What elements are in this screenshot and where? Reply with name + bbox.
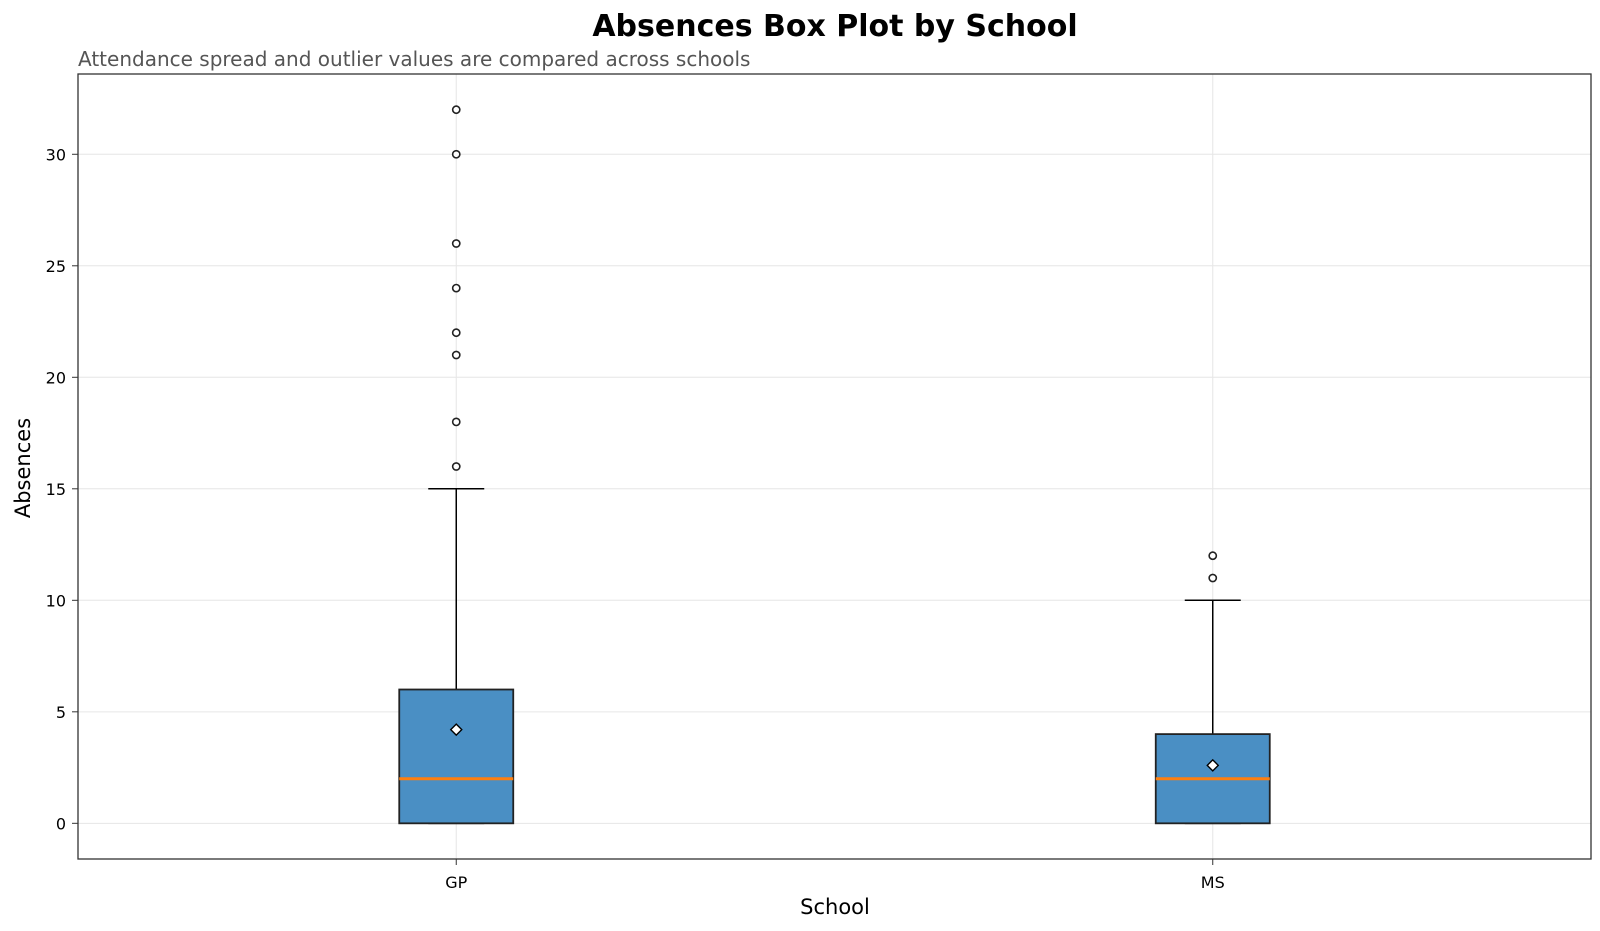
plot-frame: [77, 73, 1592, 860]
outlier-point: [451, 462, 461, 471]
outlier-point: [451, 417, 461, 427]
outlier-point: [451, 283, 461, 293]
y-tick-label: 0: [56, 814, 66, 833]
y-tick-label: 30: [46, 145, 66, 164]
y-axis-label: Absences: [11, 418, 35, 518]
mean-marker: [449, 723, 463, 737]
outlier-point: [451, 328, 461, 338]
x-tick-label: GP: [445, 873, 467, 892]
x-axis-label: School: [800, 895, 870, 919]
outlier-point: [1208, 573, 1218, 583]
y-tick-label: 5: [56, 703, 66, 722]
grid: [78, 74, 1591, 859]
chart-title: Absences Box Plot by School: [592, 9, 1077, 44]
y-tick-label: 10: [46, 591, 66, 610]
outlier-point: [1208, 551, 1218, 561]
y-tick-label: 25: [46, 257, 66, 276]
iqr-box: [398, 688, 515, 825]
outlier-point: [451, 239, 461, 248]
y-tick-label: 20: [46, 368, 66, 387]
boxes: [398, 105, 1271, 825]
outlier-point: [451, 350, 461, 360]
ticks: 0 5 10 15 20 25 30 GP MS: [46, 145, 1225, 892]
y-tick-label: 15: [46, 480, 66, 499]
outlier-point: [451, 105, 461, 115]
mean-marker: [1206, 758, 1220, 772]
chart-subtitle: Attendance spread and outlier values are…: [78, 47, 750, 71]
box-group-gp: [398, 105, 515, 825]
outlier-point: [451, 149, 461, 159]
x-tick-label: MS: [1201, 873, 1225, 892]
box-group-ms: [1154, 551, 1271, 825]
